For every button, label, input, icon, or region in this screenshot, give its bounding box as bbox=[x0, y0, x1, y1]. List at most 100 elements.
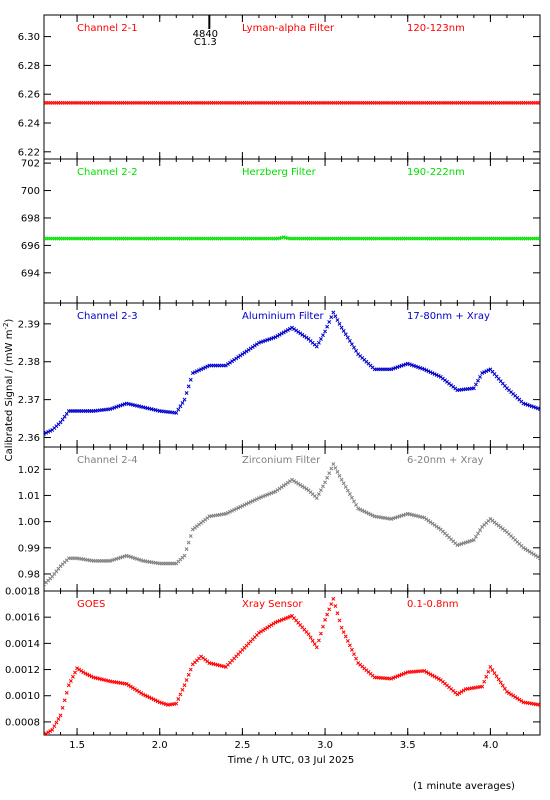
data-point bbox=[52, 724, 57, 729]
data-point bbox=[318, 488, 323, 493]
data-point bbox=[507, 691, 511, 696]
data-point bbox=[318, 337, 323, 341]
data-point bbox=[323, 480, 328, 485]
data-point bbox=[48, 428, 53, 433]
data-point bbox=[73, 670, 77, 675]
data-point bbox=[292, 479, 297, 483]
data-point bbox=[141, 692, 146, 697]
data-point bbox=[321, 484, 325, 489]
data-point bbox=[436, 373, 441, 378]
data-point bbox=[271, 621, 276, 626]
y-tick-label: 1.02 bbox=[18, 465, 40, 476]
data-point bbox=[126, 683, 131, 688]
data-point bbox=[424, 368, 429, 373]
data-point bbox=[83, 671, 88, 676]
data-point bbox=[44, 731, 49, 735]
data-point bbox=[290, 477, 294, 482]
data-point bbox=[337, 321, 342, 326]
data-point bbox=[139, 691, 144, 696]
panel-channel-2-2: 694 696 698 700 702 Channel 2-2 Herzberg Filte… bbox=[21, 158, 541, 304]
data-point bbox=[484, 369, 489, 374]
data-point bbox=[323, 329, 328, 334]
data-point bbox=[482, 370, 487, 375]
data-point bbox=[509, 692, 514, 697]
panel-frame bbox=[43, 590, 541, 736]
data-point bbox=[538, 702, 540, 707]
data-point bbox=[331, 462, 336, 466]
data-point bbox=[434, 675, 439, 680]
data-point bbox=[538, 236, 540, 241]
data-point bbox=[54, 720, 59, 725]
series-channel-2-2 bbox=[44, 235, 540, 241]
data-point bbox=[480, 371, 485, 376]
data-point bbox=[265, 492, 270, 497]
data-point bbox=[182, 397, 187, 402]
data-point bbox=[44, 733, 46, 735]
data-point bbox=[318, 631, 323, 636]
data-point bbox=[325, 324, 330, 329]
data-point bbox=[335, 469, 340, 474]
data-point bbox=[252, 498, 257, 502]
series-channel-2-3 bbox=[44, 310, 540, 436]
data-point bbox=[533, 553, 538, 558]
data-point bbox=[298, 483, 303, 487]
data-point bbox=[259, 495, 263, 500]
data-point bbox=[143, 693, 148, 698]
y-tick-label: 2.38 bbox=[18, 357, 40, 368]
data-point bbox=[137, 689, 142, 694]
data-point bbox=[304, 486, 309, 491]
data-point bbox=[153, 698, 158, 703]
data-point bbox=[341, 481, 346, 486]
data-point bbox=[190, 371, 195, 376]
data-point bbox=[234, 506, 239, 511]
data-point bbox=[455, 692, 460, 697]
data-point bbox=[327, 607, 332, 612]
data-point bbox=[370, 513, 375, 518]
x-tick-label: 4.0 bbox=[482, 740, 498, 751]
data-point bbox=[339, 477, 344, 482]
data-point bbox=[128, 684, 133, 689]
data-point bbox=[306, 632, 311, 637]
data-point bbox=[294, 480, 299, 485]
data-point bbox=[188, 534, 193, 538]
data-point bbox=[225, 510, 230, 515]
data-point bbox=[89, 674, 94, 679]
data-point bbox=[184, 678, 189, 682]
band-label: 0.1-0.8nm bbox=[407, 599, 459, 610]
data-point bbox=[399, 672, 404, 677]
data-point bbox=[124, 681, 129, 686]
data-point bbox=[277, 332, 282, 337]
data-point bbox=[529, 551, 534, 555]
channel-label: Channel 2-4 bbox=[77, 455, 138, 466]
data-point bbox=[426, 369, 431, 374]
data-point bbox=[186, 672, 191, 677]
data-point bbox=[486, 368, 491, 373]
data-point bbox=[180, 400, 185, 405]
data-point bbox=[428, 672, 433, 677]
data-point bbox=[279, 331, 284, 336]
data-point bbox=[341, 630, 346, 635]
x-tick-label: 3.5 bbox=[400, 740, 416, 751]
data-point bbox=[343, 634, 348, 639]
y-tick-label: 696 bbox=[21, 241, 40, 252]
data-point bbox=[155, 699, 160, 704]
data-point bbox=[352, 345, 356, 350]
data-point bbox=[314, 344, 319, 349]
channel-label: Channel 2-1 bbox=[77, 23, 138, 34]
data-point bbox=[263, 493, 268, 498]
averaging-footnote: (1 minute averages) bbox=[413, 781, 515, 792]
data-point bbox=[403, 671, 408, 675]
data-point bbox=[471, 537, 476, 542]
data-point bbox=[422, 367, 427, 372]
data-point bbox=[275, 619, 280, 624]
data-point bbox=[538, 100, 540, 105]
data-point bbox=[496, 677, 501, 682]
data-point bbox=[273, 335, 278, 340]
data-point bbox=[511, 693, 516, 698]
data-point bbox=[58, 420, 63, 425]
data-point bbox=[130, 685, 135, 690]
data-point bbox=[259, 629, 263, 634]
y-tick-label: 6.22 bbox=[18, 147, 40, 158]
data-point bbox=[492, 671, 497, 676]
data-point bbox=[349, 342, 354, 347]
